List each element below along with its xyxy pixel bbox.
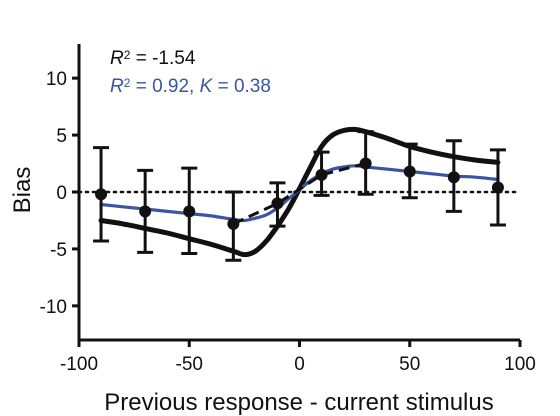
y-tick-label: 0: [56, 183, 67, 204]
y-tick-label: -10: [40, 297, 67, 318]
axes: [72, 44, 522, 347]
annotation-part: = -1.54: [130, 48, 195, 69]
annotation-part: K: [200, 76, 214, 97]
data-point: [315, 168, 328, 181]
annotation-part: R: [110, 76, 124, 97]
data-point: [359, 157, 372, 170]
y-tick-label: -5: [50, 240, 67, 261]
fit-annotation: R2 = -1.54: [110, 48, 196, 69]
fit-annotation: R2 = 0.92, K = 0.38: [110, 76, 271, 97]
x-tick-label: -100: [60, 354, 98, 375]
data-point: [227, 217, 240, 230]
annotation-part: 2: [124, 48, 131, 62]
data-point: [139, 205, 152, 218]
annotation-part: R: [110, 48, 124, 69]
x-tick-label: 50: [399, 354, 420, 375]
x-tick-label: 0: [294, 354, 305, 375]
data-point: [183, 205, 196, 218]
annotation-part: 2: [124, 76, 131, 90]
y-tick-label: 10: [46, 69, 67, 90]
dashed-line: [232, 162, 367, 226]
data-point: [271, 197, 284, 210]
y-tick-label: 5: [56, 126, 67, 147]
data-points: [93, 130, 506, 262]
annotation-part: = 0.38: [212, 76, 271, 97]
x-axis-title: Previous response - current stimulus: [104, 389, 493, 416]
data-point: [403, 165, 416, 178]
data-point: [491, 181, 504, 194]
data-point: [447, 171, 460, 184]
x-tick-label: 100: [504, 354, 536, 375]
x-tick-label: -50: [176, 354, 203, 375]
y-axis-title: Bias: [9, 167, 36, 214]
data-point: [95, 188, 108, 201]
annotation-part: = 0.92,: [130, 76, 199, 97]
